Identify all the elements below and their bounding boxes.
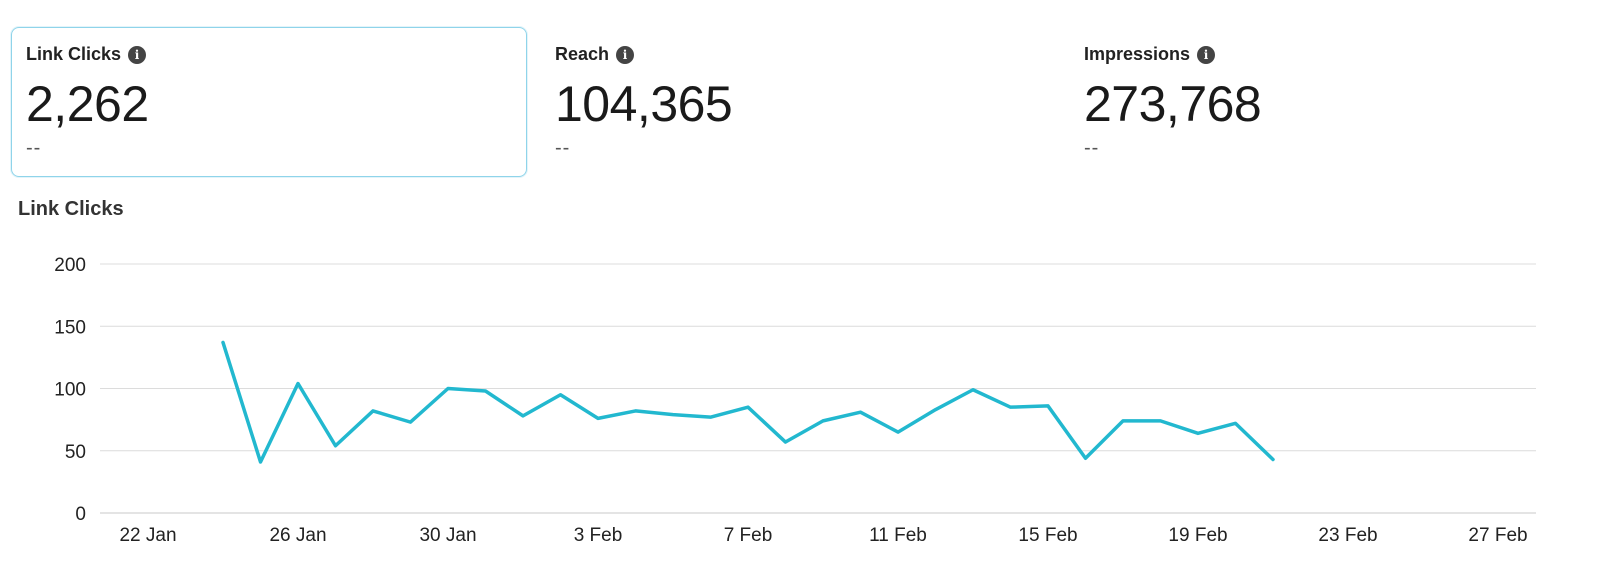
data-point[interactable] bbox=[967, 384, 979, 396]
metric-label: Reach bbox=[555, 44, 610, 64]
data-point[interactable] bbox=[480, 385, 492, 397]
y-tick-label: 0 bbox=[75, 504, 86, 525]
y-tick-label: 100 bbox=[54, 380, 86, 401]
link-clicks-chart: 0 50 100 150 200 22 Jan 26 Jan 30 Jan 3 Feb 7 Feb… bbox=[54, 255, 1536, 546]
metric-label: Link Clicks bbox=[26, 44, 122, 64]
data-point[interactable] bbox=[405, 416, 417, 428]
info-icon[interactable]: i bbox=[616, 45, 635, 64]
data-point[interactable] bbox=[855, 406, 867, 418]
data-point[interactable] bbox=[1267, 453, 1279, 465]
chart-title: Link Clicks bbox=[18, 198, 124, 220]
data-point[interactable] bbox=[1192, 427, 1204, 439]
data-point[interactable] bbox=[817, 415, 829, 427]
metric-card-impressions[interactable]: Impressions i 273,768 -- bbox=[1069, 27, 1585, 177]
y-tick-label: 50 bbox=[65, 442, 86, 463]
x-tick-label: 27 Feb bbox=[1468, 525, 1527, 546]
data-point[interactable] bbox=[780, 436, 792, 448]
metric-value: 104,365 bbox=[555, 76, 733, 132]
data-point[interactable] bbox=[705, 411, 717, 423]
metric-delta: -- bbox=[26, 137, 42, 159]
info-icon[interactable]: i bbox=[1197, 45, 1216, 64]
data-point[interactable] bbox=[555, 389, 567, 401]
x-tick-label: 15 Feb bbox=[1018, 525, 1077, 546]
y-tick-label: 200 bbox=[54, 255, 86, 276]
series-line bbox=[221, 340, 1275, 464]
data-point[interactable] bbox=[1080, 452, 1092, 464]
data-point[interactable] bbox=[330, 440, 342, 452]
data-point[interactable] bbox=[292, 378, 304, 390]
data-point[interactable] bbox=[1155, 415, 1167, 427]
data-point[interactable] bbox=[630, 405, 642, 417]
data-point[interactable] bbox=[592, 412, 604, 424]
data-point[interactable] bbox=[1230, 417, 1242, 429]
data-point[interactable] bbox=[1117, 415, 1129, 427]
metric-value: 2,262 bbox=[26, 76, 149, 132]
metric-label: Impressions bbox=[1084, 44, 1191, 64]
metric-delta: -- bbox=[1084, 137, 1100, 159]
metric-value: 273,768 bbox=[1084, 76, 1262, 132]
data-point[interactable] bbox=[217, 336, 229, 348]
x-tick-label: 26 Jan bbox=[269, 525, 326, 546]
metric-card-reach[interactable]: Reach i 104,365 -- bbox=[540, 27, 1056, 177]
y-tick-label: 150 bbox=[54, 317, 86, 338]
data-point[interactable] bbox=[517, 410, 529, 422]
data-point[interactable] bbox=[367, 405, 379, 417]
x-tick-label: 22 Jan bbox=[119, 525, 176, 546]
data-point[interactable] bbox=[742, 401, 754, 413]
metric-delta: -- bbox=[555, 137, 571, 159]
x-tick-label: 19 Feb bbox=[1168, 525, 1227, 546]
info-icon[interactable]: i bbox=[128, 45, 147, 64]
data-point[interactable] bbox=[930, 404, 942, 416]
data-point[interactable] bbox=[1042, 400, 1054, 412]
x-tick-label: 7 Feb bbox=[724, 525, 773, 546]
metric-header: Reach i bbox=[555, 44, 1041, 65]
data-point[interactable] bbox=[892, 426, 904, 438]
data-point[interactable] bbox=[442, 383, 454, 395]
metric-card-link-clicks[interactable]: Link Clicks i 2,262 -- bbox=[11, 27, 527, 177]
x-tick-label: 3 Feb bbox=[574, 525, 623, 546]
data-point[interactable] bbox=[255, 456, 267, 468]
x-tick-label: 23 Feb bbox=[1318, 525, 1377, 546]
x-tick-label: 30 Jan bbox=[419, 525, 476, 546]
data-point[interactable] bbox=[1005, 401, 1017, 413]
x-tick-label: 11 Feb bbox=[869, 525, 927, 546]
data-point[interactable] bbox=[667, 409, 679, 421]
metric-header: Link Clicks i bbox=[26, 44, 512, 65]
metric-header: Impressions i bbox=[1084, 44, 1570, 65]
